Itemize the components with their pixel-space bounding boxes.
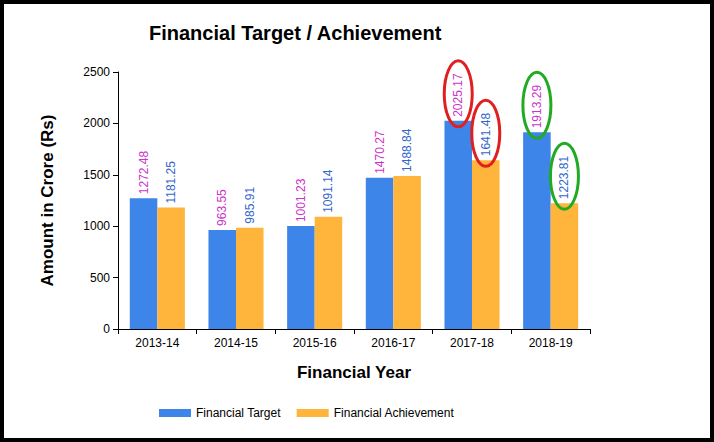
svg-text:Financial Achievement: Financial Achievement [334, 406, 455, 420]
svg-text:2000: 2000 [83, 116, 110, 130]
svg-text:1091.14: 1091.14 [321, 169, 335, 213]
svg-text:1272.48: 1272.48 [137, 150, 151, 194]
svg-text:1500: 1500 [83, 168, 110, 182]
svg-text:1181.25: 1181.25 [164, 161, 178, 204]
svg-text:2025.17: 2025.17 [451, 73, 465, 117]
svg-text:2500: 2500 [83, 65, 110, 79]
svg-text:2018-19: 2018-19 [529, 336, 573, 350]
svg-text:1001.23: 1001.23 [294, 178, 308, 222]
svg-text:963.55: 963.55 [215, 189, 229, 226]
svg-text:Financial Target: Financial Target [196, 406, 281, 420]
svg-text:Amount in Crore (Rs): Amount in Crore (Rs) [38, 115, 57, 287]
svg-text:1223.81: 1223.81 [557, 155, 571, 199]
svg-text:985.91: 985.91 [243, 187, 257, 224]
svg-text:2016-17: 2016-17 [371, 336, 415, 350]
svg-text:500: 500 [90, 271, 110, 285]
svg-text:2014-15: 2014-15 [214, 336, 258, 350]
svg-text:1913.29: 1913.29 [530, 85, 544, 129]
svg-text:1000: 1000 [83, 219, 110, 233]
svg-text:Financial Year: Financial Year [297, 363, 411, 382]
svg-text:2015-16: 2015-16 [293, 336, 337, 350]
svg-text:1488.84: 1488.84 [400, 128, 414, 172]
svg-text:2017-18: 2017-18 [450, 336, 494, 350]
svg-text:Financial Target / Achievement: Financial Target / Achievement [149, 22, 442, 44]
svg-text:2013-14: 2013-14 [135, 336, 179, 350]
svg-text:1641.48: 1641.48 [479, 113, 493, 157]
svg-text:0: 0 [103, 322, 110, 336]
svg-text:1470.27: 1470.27 [373, 130, 387, 174]
